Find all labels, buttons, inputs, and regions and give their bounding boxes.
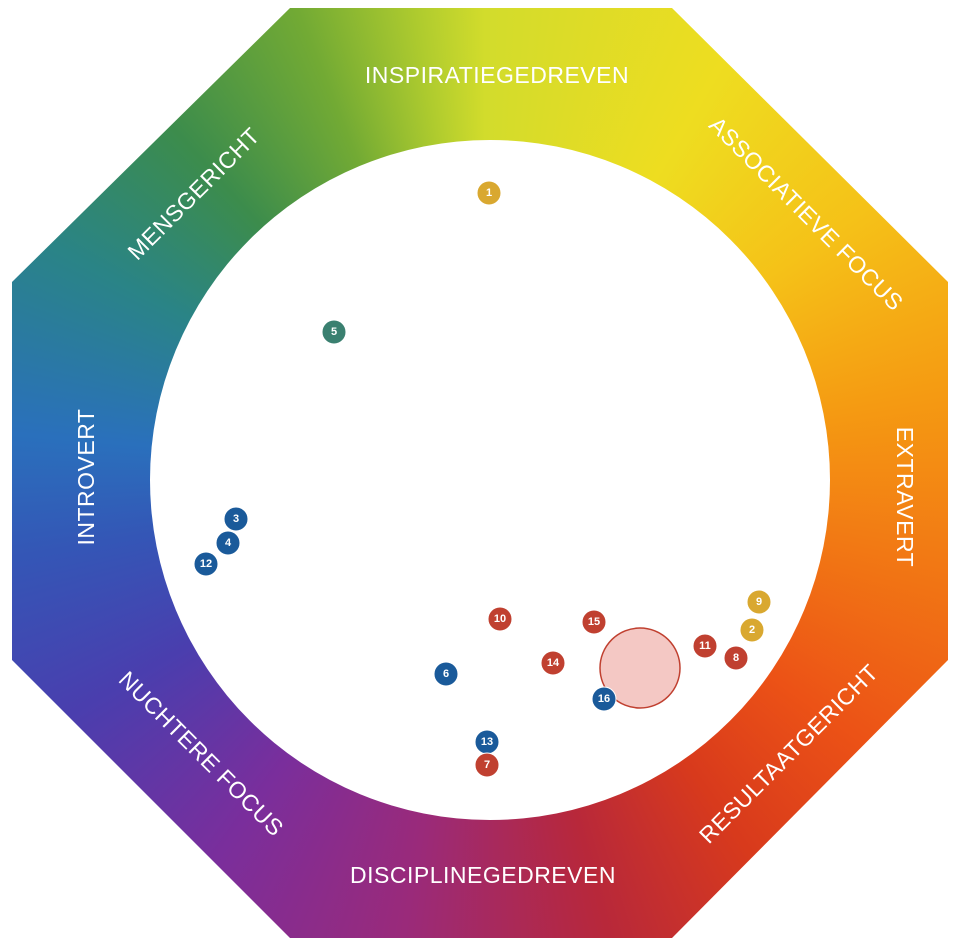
inner-circle xyxy=(150,140,830,820)
marker: 4 xyxy=(215,530,241,556)
marker: 6 xyxy=(433,661,459,687)
marker-label: 15 xyxy=(588,616,600,628)
segment-label: EXTRAVERT xyxy=(892,427,918,567)
marker-label: 6 xyxy=(443,668,449,680)
marker-label: 9 xyxy=(756,596,762,608)
marker: 3 xyxy=(223,506,249,532)
marker-dot xyxy=(433,661,459,687)
marker-dot xyxy=(321,319,347,345)
marker-label: 12 xyxy=(200,558,212,570)
marker-dot xyxy=(723,645,749,671)
marker-dot xyxy=(487,606,513,632)
marker-label: 14 xyxy=(547,657,560,669)
marker-dot xyxy=(474,752,500,778)
segment-label: MENSGERICHT xyxy=(122,122,264,264)
segment-label: RESULTAATGERICHT xyxy=(694,659,883,848)
highlight-circle xyxy=(599,627,681,709)
marker-dot xyxy=(476,180,502,206)
marker-dot xyxy=(215,530,241,556)
marker-label: 10 xyxy=(494,613,506,625)
marker: 15 xyxy=(581,609,607,635)
marker-dot xyxy=(223,506,249,532)
marker-dot xyxy=(591,686,617,712)
marker: 8 xyxy=(723,645,749,671)
marker-label: 5 xyxy=(331,326,337,338)
marker: 2 xyxy=(739,617,765,643)
marker: 13 xyxy=(474,729,500,755)
marker-label: 1 xyxy=(486,187,492,199)
marker: 12 xyxy=(193,551,219,577)
marker-dot xyxy=(746,589,772,615)
segment-label: DISCIPLINEGEDREVEN xyxy=(350,862,616,888)
marker-label: 11 xyxy=(699,640,711,652)
marker-label: 8 xyxy=(733,652,739,664)
marker: 9 xyxy=(746,589,772,615)
segment-label: ASSOCIATIEVE FOCUS xyxy=(704,111,908,315)
marker-dot xyxy=(581,609,607,635)
marker: 5 xyxy=(321,319,347,345)
segment-label: INTROVERT xyxy=(73,409,99,546)
marker-label: 2 xyxy=(749,624,755,636)
marker-label: 13 xyxy=(481,736,493,748)
marker: 11 xyxy=(692,633,718,659)
marker: 7 xyxy=(474,752,500,778)
marker-label: 7 xyxy=(484,759,490,771)
segment-label: NUCHTERE FOCUS xyxy=(114,666,289,841)
marker-dot xyxy=(692,633,718,659)
marker-label: 4 xyxy=(225,537,232,549)
marker: 16 xyxy=(591,686,617,712)
marker-label: 16 xyxy=(598,693,610,705)
marker: 14 xyxy=(540,650,566,676)
marker: 10 xyxy=(487,606,513,632)
marker-dot xyxy=(193,551,219,577)
marker-dot xyxy=(540,650,566,676)
marker-dot xyxy=(739,617,765,643)
segment-label: INSPIRATIEGEDREVEN xyxy=(365,62,629,88)
marker-label: 3 xyxy=(233,513,239,525)
marker: 1 xyxy=(476,180,502,206)
